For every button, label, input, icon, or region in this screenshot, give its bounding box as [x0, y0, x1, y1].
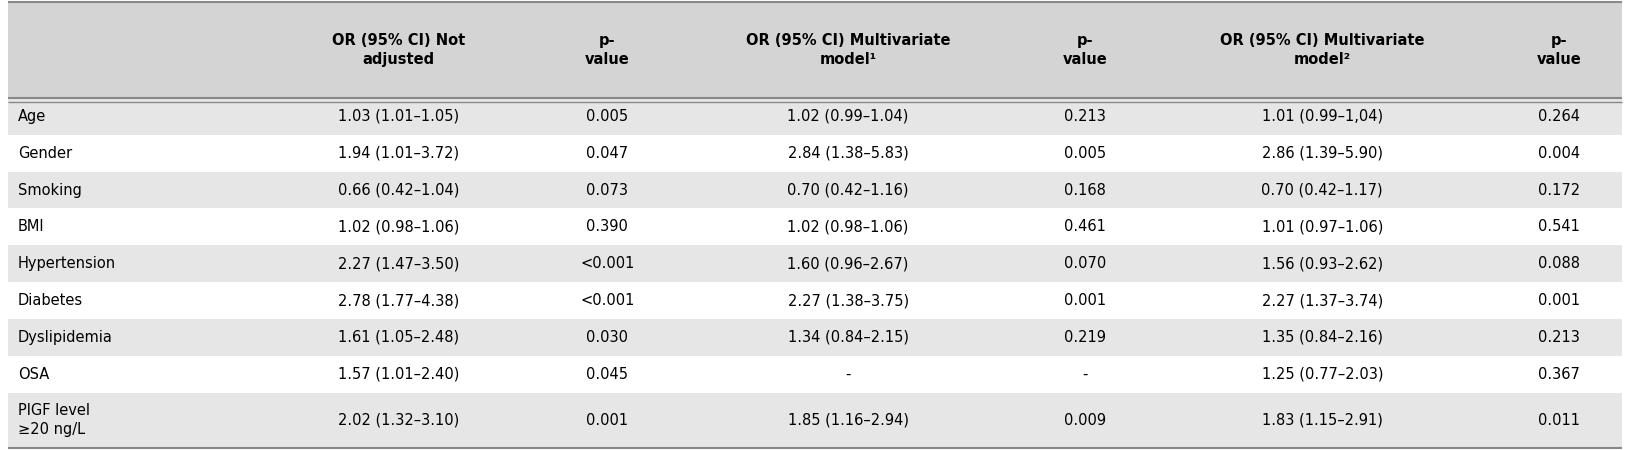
Text: 1.61 (1.05–2.48): 1.61 (1.05–2.48) — [337, 330, 460, 345]
Bar — [8, 98, 1622, 135]
Text: 0.213: 0.213 — [1064, 109, 1107, 124]
Text: 2.84 (1.38–5.83): 2.84 (1.38–5.83) — [787, 146, 908, 161]
Text: 1.25 (0.77–2.03): 1.25 (0.77–2.03) — [1262, 367, 1382, 382]
Bar — [8, 2, 1622, 98]
Text: p-
value: p- value — [1537, 33, 1581, 67]
Bar — [8, 135, 1622, 171]
Bar — [8, 245, 1622, 282]
Text: 0.213: 0.213 — [1539, 330, 1581, 345]
Text: 1.83 (1.15–2.91): 1.83 (1.15–2.91) — [1262, 413, 1382, 428]
Text: PlGF level
≥20 ng/L: PlGF level ≥20 ng/L — [18, 403, 90, 437]
Text: 1.02 (0.98–1.06): 1.02 (0.98–1.06) — [337, 220, 460, 234]
Text: 0.001: 0.001 — [1064, 293, 1107, 308]
Text: 0.367: 0.367 — [1539, 367, 1581, 382]
Text: 0.070: 0.070 — [1064, 256, 1107, 271]
Text: 0.461: 0.461 — [1064, 220, 1107, 234]
Text: 2.27 (1.38–3.75): 2.27 (1.38–3.75) — [787, 293, 908, 308]
Text: 0.005: 0.005 — [587, 109, 629, 124]
Text: 2.78 (1.77–4.38): 2.78 (1.77–4.38) — [337, 293, 460, 308]
Text: -: - — [846, 367, 851, 382]
Text: 0.004: 0.004 — [1539, 146, 1581, 161]
Bar — [8, 171, 1622, 208]
Text: 0.219: 0.219 — [1064, 330, 1107, 345]
Text: 0.390: 0.390 — [587, 220, 628, 234]
Text: <0.001: <0.001 — [580, 293, 634, 308]
Text: 0.073: 0.073 — [587, 183, 628, 198]
Text: Smoking: Smoking — [18, 183, 82, 198]
Text: -: - — [1082, 367, 1087, 382]
Text: Diabetes: Diabetes — [18, 293, 83, 308]
Text: 1.57 (1.01–2.40): 1.57 (1.01–2.40) — [337, 367, 460, 382]
Text: OR (95% CI) Multivariate
model²: OR (95% CI) Multivariate model² — [1219, 33, 1425, 67]
Text: 1.03 (1.01–1.05): 1.03 (1.01–1.05) — [337, 109, 460, 124]
Text: Age: Age — [18, 109, 46, 124]
Text: 0.541: 0.541 — [1539, 220, 1581, 234]
Text: p-
value: p- value — [1063, 33, 1107, 67]
Text: 0.66 (0.42–1.04): 0.66 (0.42–1.04) — [337, 183, 460, 198]
Text: 1.60 (0.96–2.67): 1.60 (0.96–2.67) — [787, 256, 910, 271]
Text: OR (95% CI) Multivariate
model¹: OR (95% CI) Multivariate model¹ — [747, 33, 950, 67]
Text: 2.86 (1.39–5.90): 2.86 (1.39–5.90) — [1262, 146, 1382, 161]
Text: Hypertension: Hypertension — [18, 256, 116, 271]
Bar — [8, 319, 1622, 356]
Text: 0.045: 0.045 — [587, 367, 628, 382]
Bar — [8, 208, 1622, 245]
Text: 0.70 (0.42–1.16): 0.70 (0.42–1.16) — [787, 183, 910, 198]
Text: 1.01 (0.99–1,04): 1.01 (0.99–1,04) — [1262, 109, 1382, 124]
Text: 1.34 (0.84–2.15): 1.34 (0.84–2.15) — [787, 330, 908, 345]
Text: 0.088: 0.088 — [1539, 256, 1581, 271]
Text: <0.001: <0.001 — [580, 256, 634, 271]
Text: OR (95% CI) Not
adjusted: OR (95% CI) Not adjusted — [333, 33, 465, 67]
Text: 0.047: 0.047 — [587, 146, 629, 161]
Text: p-
value: p- value — [585, 33, 629, 67]
Text: 0.005: 0.005 — [1064, 146, 1107, 161]
Text: 1.85 (1.16–2.94): 1.85 (1.16–2.94) — [787, 413, 908, 428]
Text: BMI: BMI — [18, 220, 44, 234]
Text: 0.011: 0.011 — [1539, 413, 1581, 428]
Text: 1.02 (0.98–1.06): 1.02 (0.98–1.06) — [787, 220, 910, 234]
Text: 0.030: 0.030 — [587, 330, 628, 345]
Text: 0.172: 0.172 — [1539, 183, 1581, 198]
Text: 0.001: 0.001 — [587, 413, 629, 428]
Text: 2.27 (1.47–3.50): 2.27 (1.47–3.50) — [337, 256, 460, 271]
Text: 0.009: 0.009 — [1064, 413, 1107, 428]
Text: 1.35 (0.84–2.16): 1.35 (0.84–2.16) — [1262, 330, 1382, 345]
Bar — [8, 282, 1622, 319]
Text: 0.70 (0.42–1.17): 0.70 (0.42–1.17) — [1262, 183, 1384, 198]
Text: Dyslipidemia: Dyslipidemia — [18, 330, 112, 345]
Text: Gender: Gender — [18, 146, 72, 161]
Text: 1.94 (1.01–3.72): 1.94 (1.01–3.72) — [337, 146, 460, 161]
Text: 0.168: 0.168 — [1064, 183, 1107, 198]
Text: 2.27 (1.37–3.74): 2.27 (1.37–3.74) — [1262, 293, 1382, 308]
Text: 0.264: 0.264 — [1539, 109, 1581, 124]
Text: 1.02 (0.99–1.04): 1.02 (0.99–1.04) — [787, 109, 910, 124]
Text: 1.01 (0.97–1.06): 1.01 (0.97–1.06) — [1262, 220, 1382, 234]
Bar — [8, 392, 1622, 448]
Bar — [8, 356, 1622, 392]
Text: 2.02 (1.32–3.10): 2.02 (1.32–3.10) — [337, 413, 460, 428]
Text: 1.56 (0.93–2.62): 1.56 (0.93–2.62) — [1262, 256, 1382, 271]
Text: OSA: OSA — [18, 367, 49, 382]
Text: 0.001: 0.001 — [1539, 293, 1581, 308]
